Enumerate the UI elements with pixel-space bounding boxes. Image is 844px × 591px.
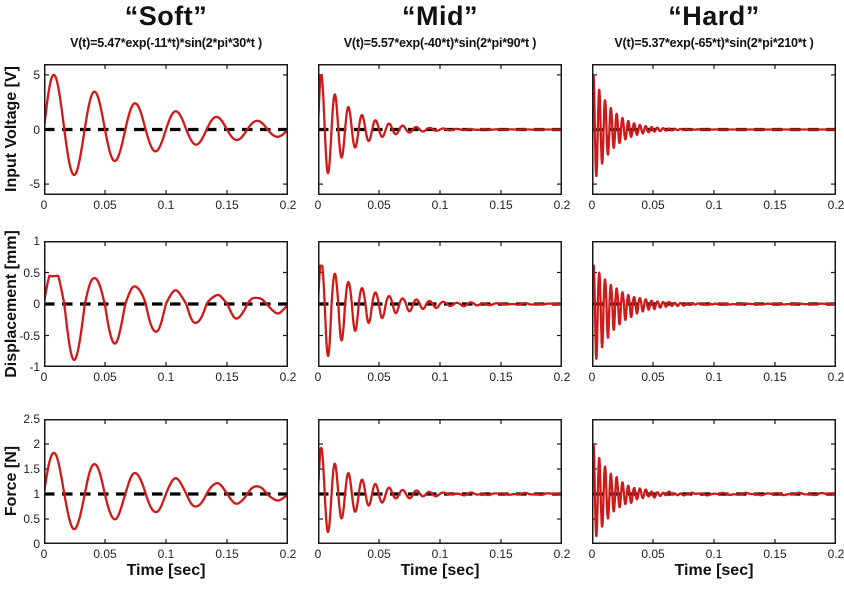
x-tick-label: 0.15 bbox=[763, 370, 787, 384]
y-tick-label: -1 bbox=[29, 360, 40, 374]
column-formula-hard: V(t)=5.37*exp(-65*t)*sin(2*pi*210*t ) bbox=[614, 36, 814, 50]
y-tick-label: 2 bbox=[33, 437, 40, 451]
x-tick-label: 0 bbox=[588, 370, 596, 384]
x-tick-label: 0.15 bbox=[215, 547, 239, 561]
x-tick-label: 0.2 bbox=[553, 370, 571, 384]
column-title-mid: “Mid” bbox=[402, 1, 478, 31]
x-tick-label: 0 bbox=[588, 198, 596, 212]
y-tick-label: 0 bbox=[33, 537, 40, 551]
x-tick-label: 0.05 bbox=[367, 547, 391, 561]
x-tick-label: 0.2 bbox=[279, 198, 297, 212]
y-tick-label: -5 bbox=[29, 177, 40, 192]
y-tick-label: 5 bbox=[33, 67, 40, 82]
y-tick-label: 2.5 bbox=[23, 412, 40, 426]
x-tick-label: 0.2 bbox=[553, 547, 571, 561]
plot-mid-force bbox=[318, 419, 562, 544]
column-formula-mid: V(t)=5.57*exp(-40*t)*sin(2*pi*90*t ) bbox=[343, 36, 537, 50]
x-tick-label: 0.1 bbox=[157, 198, 175, 212]
y-tick-label: 0.5 bbox=[23, 512, 40, 526]
x-tick-label: 0 bbox=[40, 198, 48, 212]
x-tick-label: 0.15 bbox=[489, 198, 513, 212]
x-tick-label: 0.15 bbox=[489, 547, 513, 561]
y-tick-label: 1 bbox=[33, 487, 40, 501]
y-tick-label: 0 bbox=[33, 122, 40, 137]
x-tick-label: 0.05 bbox=[641, 370, 665, 384]
x-axis-label-mid: Time [sec] bbox=[400, 562, 480, 579]
plot-hard-input-voltage bbox=[592, 64, 836, 195]
plot-mid-displacement bbox=[318, 241, 562, 367]
x-tick-label: 0.2 bbox=[827, 547, 844, 561]
x-tick-label: 0.2 bbox=[279, 547, 297, 561]
x-tick-label: 0.15 bbox=[215, 370, 239, 384]
column-title-hard: “Hard” bbox=[668, 1, 760, 31]
plot-hard-displacement bbox=[592, 241, 836, 367]
x-axis-label-hard: Time [sec] bbox=[674, 562, 754, 579]
plot-soft-force bbox=[44, 419, 288, 544]
x-tick-label: 0.2 bbox=[279, 370, 297, 384]
y-tick-label: 0.5 bbox=[23, 265, 40, 280]
x-tick-label: 0.15 bbox=[215, 198, 239, 212]
x-tick-label: 0.05 bbox=[93, 370, 117, 384]
x-tick-label: 0.2 bbox=[827, 370, 844, 384]
y-tick-label: 0 bbox=[33, 297, 40, 311]
x-tick-label: 0.15 bbox=[489, 370, 513, 384]
x-tick-label: 0.05 bbox=[641, 547, 665, 561]
y-tick-label: 1.5 bbox=[23, 462, 40, 476]
x-tick-label: 0.05 bbox=[367, 198, 391, 212]
x-tick-label: 0.1 bbox=[705, 547, 723, 561]
column-header-soft: “Soft” V(t)=5.47*exp(-11*t)*sin(2*pi*30*… bbox=[16, 0, 316, 50]
column-title-soft: “Soft” bbox=[124, 1, 208, 31]
column-formula-soft: V(t)=5.47*exp(-11*t)*sin(2*pi*30*t ) bbox=[70, 36, 262, 50]
plot-soft-input-voltage bbox=[44, 64, 288, 195]
plot-mid-input-voltage bbox=[318, 64, 562, 195]
column-header-mid: “Mid” V(t)=5.57*exp(-40*t)*sin(2*pi*90*t… bbox=[290, 0, 590, 50]
y-tick-label: -0.5 bbox=[19, 328, 40, 343]
x-tick-label: 0.05 bbox=[93, 547, 117, 561]
x-tick-label: 0 bbox=[314, 198, 322, 212]
x-tick-label: 0 bbox=[314, 547, 322, 561]
x-tick-label: 0.1 bbox=[157, 547, 175, 561]
x-tick-label: 0 bbox=[40, 547, 48, 561]
x-tick-label: 0 bbox=[40, 370, 48, 384]
plot-hard-force bbox=[592, 419, 836, 544]
y-tick-label: 1 bbox=[33, 234, 40, 248]
x-tick-label: 0.05 bbox=[367, 370, 391, 384]
x-tick-label: 0.2 bbox=[827, 198, 844, 212]
x-tick-label: 0.1 bbox=[431, 370, 449, 384]
x-tick-label: 0.05 bbox=[641, 198, 665, 212]
plot-soft-displacement bbox=[44, 241, 288, 367]
x-tick-label: 0 bbox=[588, 547, 596, 561]
x-tick-label: 0.05 bbox=[93, 198, 117, 212]
x-tick-label: 0.1 bbox=[157, 370, 175, 384]
x-tick-label: 0.15 bbox=[763, 198, 787, 212]
x-tick-label: 0.2 bbox=[553, 198, 571, 212]
x-tick-label: 0.1 bbox=[705, 198, 723, 212]
x-axis-label-soft: Time [sec] bbox=[126, 562, 206, 579]
column-header-hard: “Hard” V(t)=5.37*exp(-65*t)*sin(2*pi*210… bbox=[564, 0, 844, 50]
x-tick-label: 0.1 bbox=[431, 547, 449, 561]
x-tick-label: 0.1 bbox=[431, 198, 449, 212]
x-tick-label: 0.1 bbox=[705, 370, 723, 384]
x-tick-label: 0.15 bbox=[763, 547, 787, 561]
x-tick-label: 0 bbox=[314, 370, 322, 384]
